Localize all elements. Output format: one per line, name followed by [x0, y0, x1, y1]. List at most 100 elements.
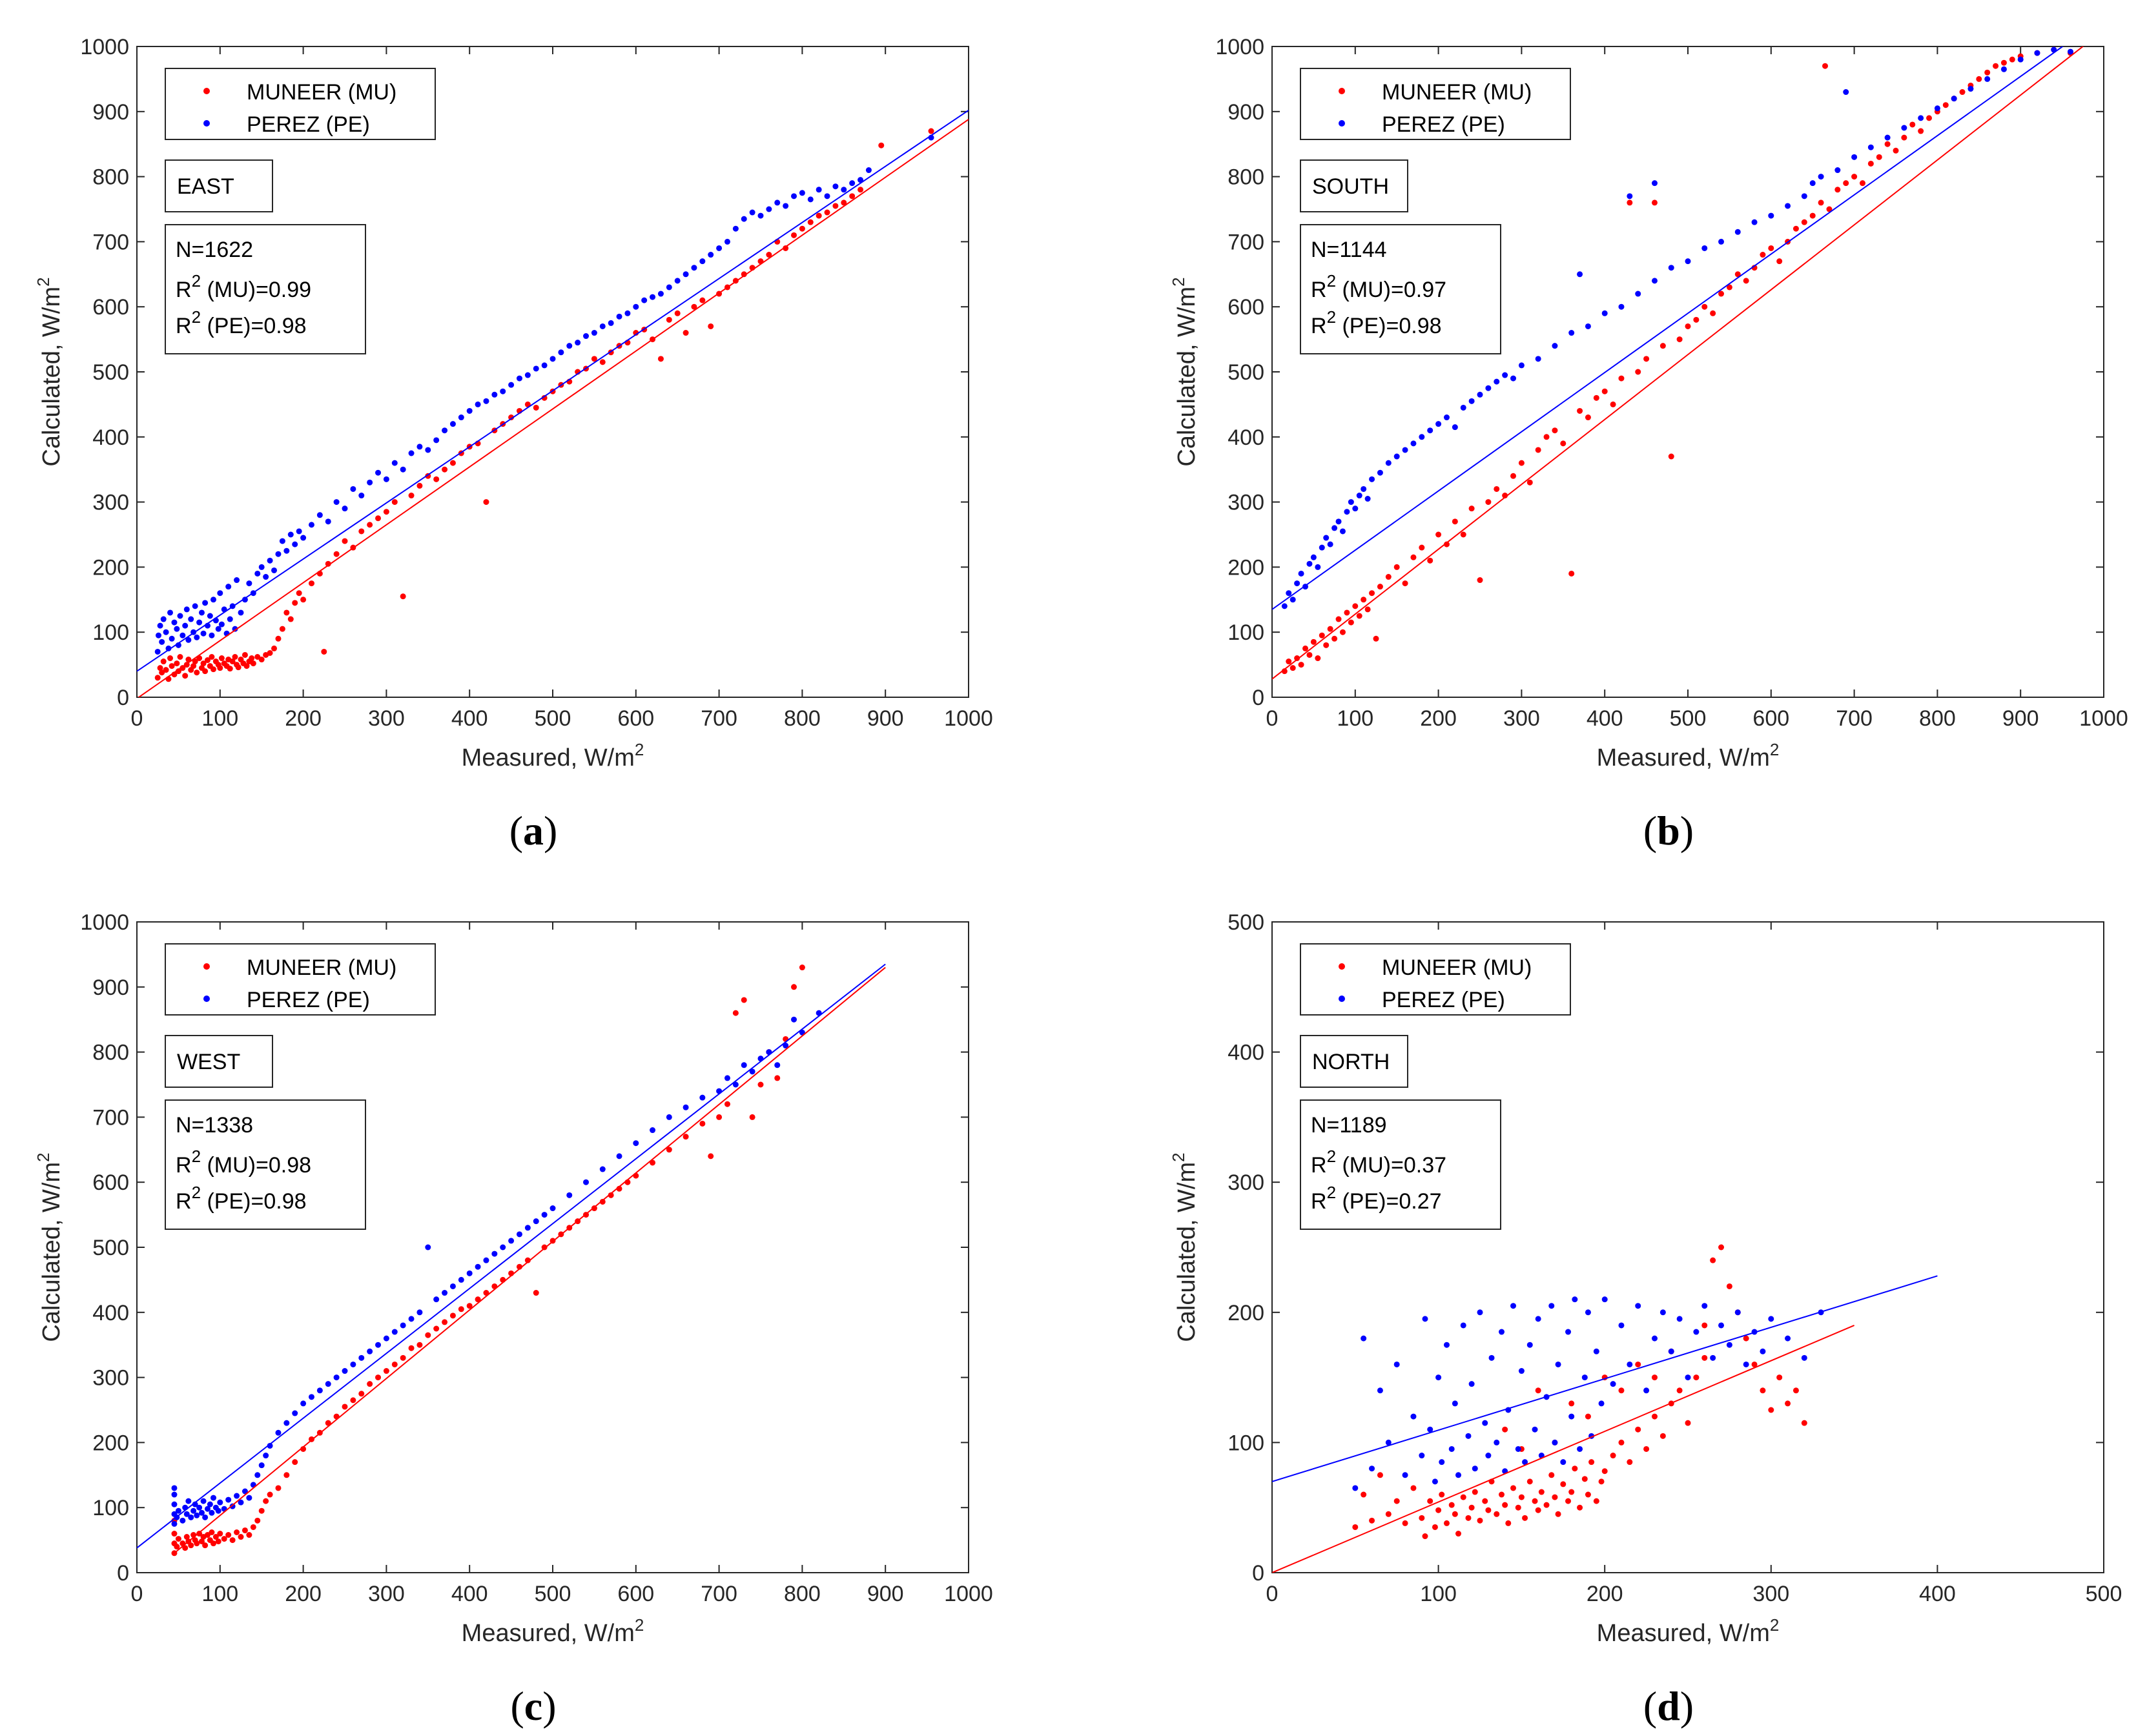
caption-close-paren: ) [1680, 1683, 1694, 1729]
data-point [1967, 86, 1974, 92]
data-point [204, 657, 211, 664]
data-point [1867, 144, 1874, 150]
data-point [358, 528, 365, 535]
data-point [234, 577, 240, 584]
data-point [321, 648, 327, 655]
data-point [508, 414, 515, 421]
data-point [1468, 1504, 1475, 1511]
data-point [229, 1537, 236, 1544]
data-point [169, 663, 175, 669]
y-tick-label: 900 [92, 100, 129, 125]
data-point [1610, 401, 1616, 407]
data-point [757, 212, 764, 219]
caption-open-paren: ( [509, 808, 523, 853]
caption-close-paren: ) [542, 1683, 556, 1729]
data-point [1535, 1316, 1541, 1322]
data-point [1460, 1322, 1466, 1329]
data-point [508, 1238, 515, 1244]
data-point [1768, 212, 1774, 219]
x-tick-label: 300 [368, 706, 405, 731]
data-point [533, 1218, 539, 1225]
data-point [154, 648, 161, 655]
series-muneer [1281, 46, 2073, 675]
data-point [449, 1312, 456, 1319]
data-point [783, 245, 789, 251]
data-point [171, 1485, 178, 1491]
data-point [308, 1394, 314, 1400]
data-point [275, 635, 282, 642]
legend-box [1300, 68, 1571, 140]
x-tick-label: 500 [2086, 1582, 2122, 1606]
data-point [287, 531, 294, 538]
data-point [1422, 1316, 1428, 1322]
data-point [250, 1524, 256, 1530]
data-point [1352, 603, 1359, 609]
x-tick-label: 100 [201, 706, 238, 731]
data-point [1718, 291, 1725, 297]
data-point [1427, 557, 1433, 564]
data-point [674, 278, 681, 284]
data-point [159, 638, 165, 645]
data-point [1348, 499, 1354, 505]
stats-r2-mu-prefix: R [1311, 278, 1327, 302]
y-tick-label: 100 [1228, 1431, 1264, 1455]
y-tick-label: 300 [1228, 491, 1264, 515]
series-muneer [154, 128, 934, 682]
data-point [599, 359, 606, 365]
data-point [1593, 1348, 1599, 1354]
data-point [416, 444, 423, 450]
data-point [766, 252, 772, 258]
data-point [1893, 147, 1899, 154]
data-point [1743, 1361, 1749, 1367]
data-point [159, 669, 165, 676]
data-point [791, 1016, 797, 1023]
legend-marker-perez [1339, 120, 1345, 127]
data-point [1352, 505, 1359, 512]
data-point [1552, 427, 1558, 434]
data-point [1901, 125, 1907, 131]
data-point [928, 128, 934, 134]
data-point [1526, 1342, 1533, 1348]
data-point [1601, 310, 1608, 316]
data-point [1439, 1459, 1445, 1465]
stats-r2-pe-sup: 2 [192, 1183, 201, 1202]
data-point [1668, 265, 1674, 271]
data-point [1306, 560, 1313, 567]
y-tick-label: 100 [92, 620, 129, 645]
data-point [1565, 1329, 1572, 1335]
y-tick-label: 600 [1228, 295, 1264, 320]
data-point [1477, 577, 1483, 584]
data-point [699, 1094, 706, 1101]
panel-caption: (c) [510, 1683, 556, 1729]
data-point [433, 437, 440, 444]
data-point [1572, 1465, 1578, 1472]
data-point [624, 310, 631, 316]
orientation-box-frame [1300, 1035, 1408, 1088]
data-point [1385, 574, 1392, 580]
data-point [878, 142, 885, 148]
data-point [1435, 1507, 1442, 1513]
data-point [1432, 1478, 1438, 1485]
data-point [408, 450, 415, 456]
data-point [375, 1342, 382, 1348]
x-tick-label: 200 [1587, 1582, 1623, 1606]
data-point [1685, 323, 1691, 329]
data-point [221, 1536, 227, 1542]
y-axis: 0 100 200 300 400 500 600 700 800 900 1000 [80, 35, 969, 710]
data-point [1502, 372, 1508, 378]
y-tick-label: 900 [1228, 100, 1264, 125]
legend-box [165, 943, 436, 1016]
data-point [1482, 1420, 1488, 1426]
stats-r2-pe-prefix: R [1311, 1189, 1327, 1214]
x-tick-label: 200 [1420, 706, 1457, 731]
data-point [1593, 394, 1599, 401]
data-point [425, 447, 431, 453]
data-point [1548, 1472, 1555, 1478]
data-point [1568, 330, 1575, 336]
data-point [699, 297, 706, 303]
data-point [591, 330, 597, 336]
stats-r2-pe-prefix: R [176, 1189, 192, 1214]
caption-close-paren: ) [544, 808, 557, 853]
data-point [229, 1503, 236, 1509]
